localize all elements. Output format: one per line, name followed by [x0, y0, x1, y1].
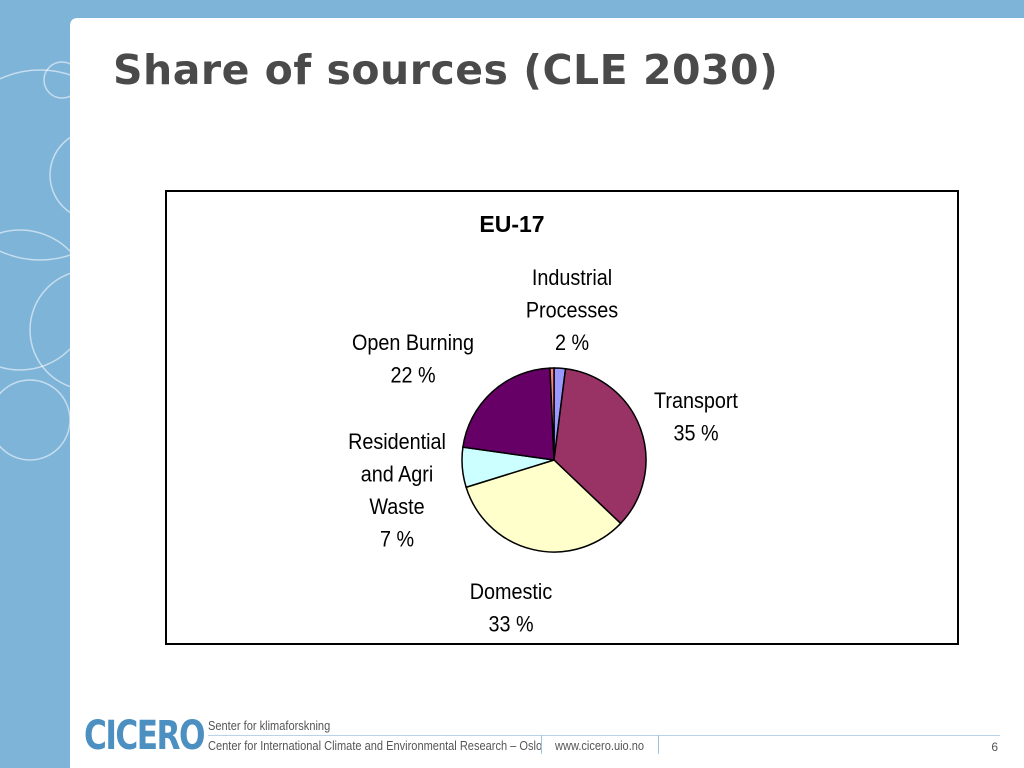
- slice-label-open-burning: Open Burning 22 %: [352, 331, 474, 388]
- footer-url-link[interactable]: www.cicero.uio.no: [555, 738, 645, 753]
- cicero-logo: CICERO: [84, 713, 205, 759]
- pie-slice-unlabeled: [549, 367, 555, 461]
- pie-slice-open-burning: [462, 367, 555, 461]
- page-number: 6: [991, 740, 998, 754]
- slice-label-industrial: Industrial Processes 2 %: [526, 266, 618, 355]
- footer-separator: [658, 735, 659, 754]
- slice-label-residential: Residential and Agri Waste 7 %: [348, 430, 446, 552]
- footer-separator: [541, 735, 542, 754]
- pie-slice-transport: [553, 367, 647, 525]
- slice-label-transport: Transport 35 %: [654, 389, 738, 446]
- footer-org-name-en: Center for International Climate and Env…: [208, 738, 543, 753]
- slice-label-domestic: Domestic 33 %: [470, 580, 552, 637]
- footer-org-name-no: Senter for klimaforskning: [208, 718, 331, 733]
- footer-divider: [208, 735, 1000, 736]
- chart-title: EU-17: [479, 211, 545, 237]
- page-title: Share of sources (CLE 2030): [113, 46, 779, 94]
- pie-slice-domestic: [465, 459, 622, 553]
